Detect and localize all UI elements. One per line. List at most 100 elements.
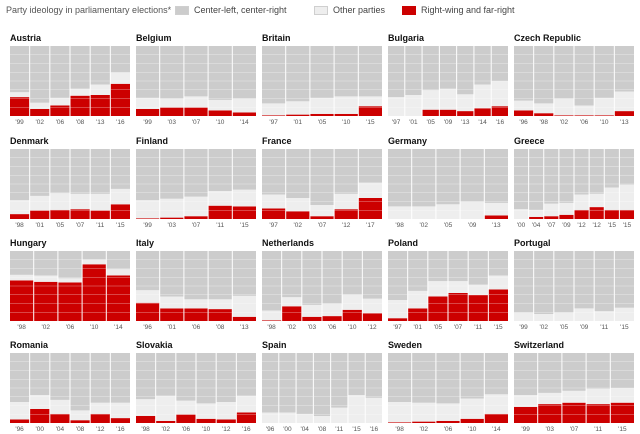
bar-center-left-center-right-0 (262, 149, 286, 195)
bar-right-wing-and-far-right-2 (302, 316, 322, 321)
x-tick-label: '01 (294, 119, 303, 126)
bar-right-wing-and-far-right-2 (428, 296, 448, 321)
bar-right-wing-and-far-right-4 (594, 115, 614, 116)
chart-austria: '99 '02 '06 '08 '13 '16 (10, 46, 130, 126)
x-tick-label: '15 (620, 324, 629, 331)
x-tick-label: '12 (577, 222, 586, 229)
bar-other-parties-1 (34, 275, 58, 282)
bar-center-left-center-right-3 (196, 353, 216, 404)
x-tick-label: '97 (269, 222, 278, 229)
bar-center-left-center-right-2 (50, 353, 70, 400)
x-tick-label: '98 (17, 324, 26, 331)
bar-other-parties-2 (428, 281, 448, 297)
bar-center-left-center-right-2 (184, 251, 208, 300)
x-tick-label: '03 (308, 324, 317, 331)
bar-other-parties-0 (262, 310, 282, 321)
bar-other-parties-1 (160, 296, 184, 309)
chart-finland: '99 '03 '07 '11 '15 (136, 149, 256, 229)
bar-center-left-center-right-3 (70, 149, 90, 194)
legend-label-right: Right-wing and far-right (421, 5, 515, 15)
x-tick-label: '05 (56, 222, 65, 229)
x-tick-label: '01 (168, 324, 177, 331)
panel-netherlands: Netherlands '98 '02 '03 '06 '10 '12 (262, 238, 382, 332)
chart-greece: '00 '04 '07 '09 '12 '12 '15 '15 (514, 149, 635, 229)
bar-center-left-center-right-1 (412, 353, 436, 403)
x-tick-label: '06 (192, 324, 201, 331)
bar-center-left-center-right-1 (534, 251, 554, 314)
country-title: Finland (136, 136, 168, 146)
x-tick-label: '07 (454, 324, 463, 331)
bar-center-left-center-right-5 (110, 353, 130, 403)
bar-center-left-center-right-5 (589, 149, 604, 194)
bar-other-parties-3 (439, 88, 457, 110)
bar-center-left-center-right-1 (405, 46, 422, 95)
bar-center-left-center-right-5 (236, 353, 256, 396)
bar-other-parties-2 (422, 90, 439, 110)
bar-center-left-center-right-3 (70, 46, 90, 89)
country-title: Hungary (10, 238, 47, 248)
bar-other-parties-1 (534, 103, 554, 114)
x-tick-label: '09 (444, 119, 453, 126)
bar-right-wing-and-far-right-3 (334, 209, 358, 219)
bar-right-wing-and-far-right-3 (574, 115, 594, 116)
legend-label-center: Center-left, center-right (194, 5, 287, 15)
x-tick-label: '10 (348, 324, 357, 331)
x-tick-label: '12 (342, 222, 351, 229)
x-tick-label: '02 (288, 324, 297, 331)
bar-center-left-center-right-5 (474, 46, 491, 85)
bar-center-left-center-right-2 (436, 149, 460, 205)
bar-right-wing-and-far-right-0 (136, 109, 160, 116)
panel-italy: Italy '96 '01 '06 '08 '13 (136, 238, 256, 332)
bar-other-parties-4 (610, 388, 634, 403)
bar-other-parties-2 (544, 203, 559, 217)
bar-center-left-center-right-2 (302, 251, 322, 305)
bar-other-parties-4 (232, 295, 256, 317)
bar-right-wing-and-far-right-4 (468, 295, 488, 321)
x-tick-label: '02 (560, 119, 569, 126)
x-tick-label: '11 (335, 426, 343, 433)
bar-right-wing-and-far-right-0 (388, 318, 408, 321)
bar-other-parties-4 (594, 97, 614, 116)
x-tick-label: '03 (168, 119, 177, 126)
bar-other-parties-0 (514, 209, 529, 219)
bar-center-left-center-right-0 (514, 46, 534, 101)
bar-other-parties-1 (156, 395, 176, 421)
bar-center-left-center-right-0 (514, 149, 529, 210)
legend-item-center: Center-left, center-right (175, 4, 287, 16)
bar-center-left-center-right-0 (10, 46, 30, 93)
bar-other-parties-4 (457, 94, 474, 112)
bar-right-wing-and-far-right-4 (106, 275, 130, 321)
bar-right-wing-and-far-right-0 (262, 320, 282, 321)
bar-other-parties-0 (136, 399, 156, 416)
bar-right-wing-and-far-right-3 (82, 264, 106, 321)
bar-right-wing-and-far-right-5 (488, 289, 508, 321)
country-title: Germany (388, 136, 428, 146)
bar-other-parties-4 (90, 402, 110, 414)
bar-center-left-center-right-4 (106, 251, 130, 270)
bar-right-wing-and-far-right-2 (310, 216, 334, 219)
x-tick-label: '96 (519, 119, 528, 126)
x-tick-label: '04 (56, 426, 65, 433)
chart-netherlands: '98 '02 '03 '06 '10 '12 (262, 251, 382, 331)
country-title: Spain (262, 340, 287, 350)
x-tick-label: '09 (562, 222, 571, 229)
bar-other-parties-1 (538, 392, 562, 405)
x-tick-label: '99 (521, 426, 530, 433)
bar-other-parties-1 (279, 412, 296, 423)
bar-other-parties-2 (50, 97, 70, 106)
x-tick-label: '02 (420, 426, 429, 433)
bar-right-wing-and-far-right-2 (422, 109, 439, 116)
bar-center-left-center-right-2 (428, 251, 448, 282)
bar-center-left-center-right-5 (488, 251, 508, 276)
bar-other-parties-4 (484, 202, 508, 216)
x-tick-label: '10 (90, 324, 99, 331)
bar-center-left-center-right-0 (262, 46, 286, 104)
x-tick-label: '08 (76, 426, 85, 433)
bar-right-wing-and-far-right-4 (574, 209, 589, 219)
bar-right-wing-and-far-right-3 (559, 214, 574, 219)
bar-other-parties-0 (514, 395, 538, 407)
bar-other-parties-0 (10, 402, 30, 420)
bar-right-wing-and-far-right-4 (610, 402, 634, 423)
x-tick-label: '10 (342, 119, 351, 126)
